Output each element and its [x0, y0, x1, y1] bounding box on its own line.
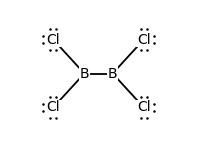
Text: Cl: Cl	[137, 100, 151, 115]
Text: Cl: Cl	[46, 32, 60, 47]
Text: Cl: Cl	[137, 32, 151, 47]
Text: Cl: Cl	[46, 100, 60, 115]
Text: B: B	[108, 66, 117, 81]
Text: B: B	[80, 66, 89, 81]
